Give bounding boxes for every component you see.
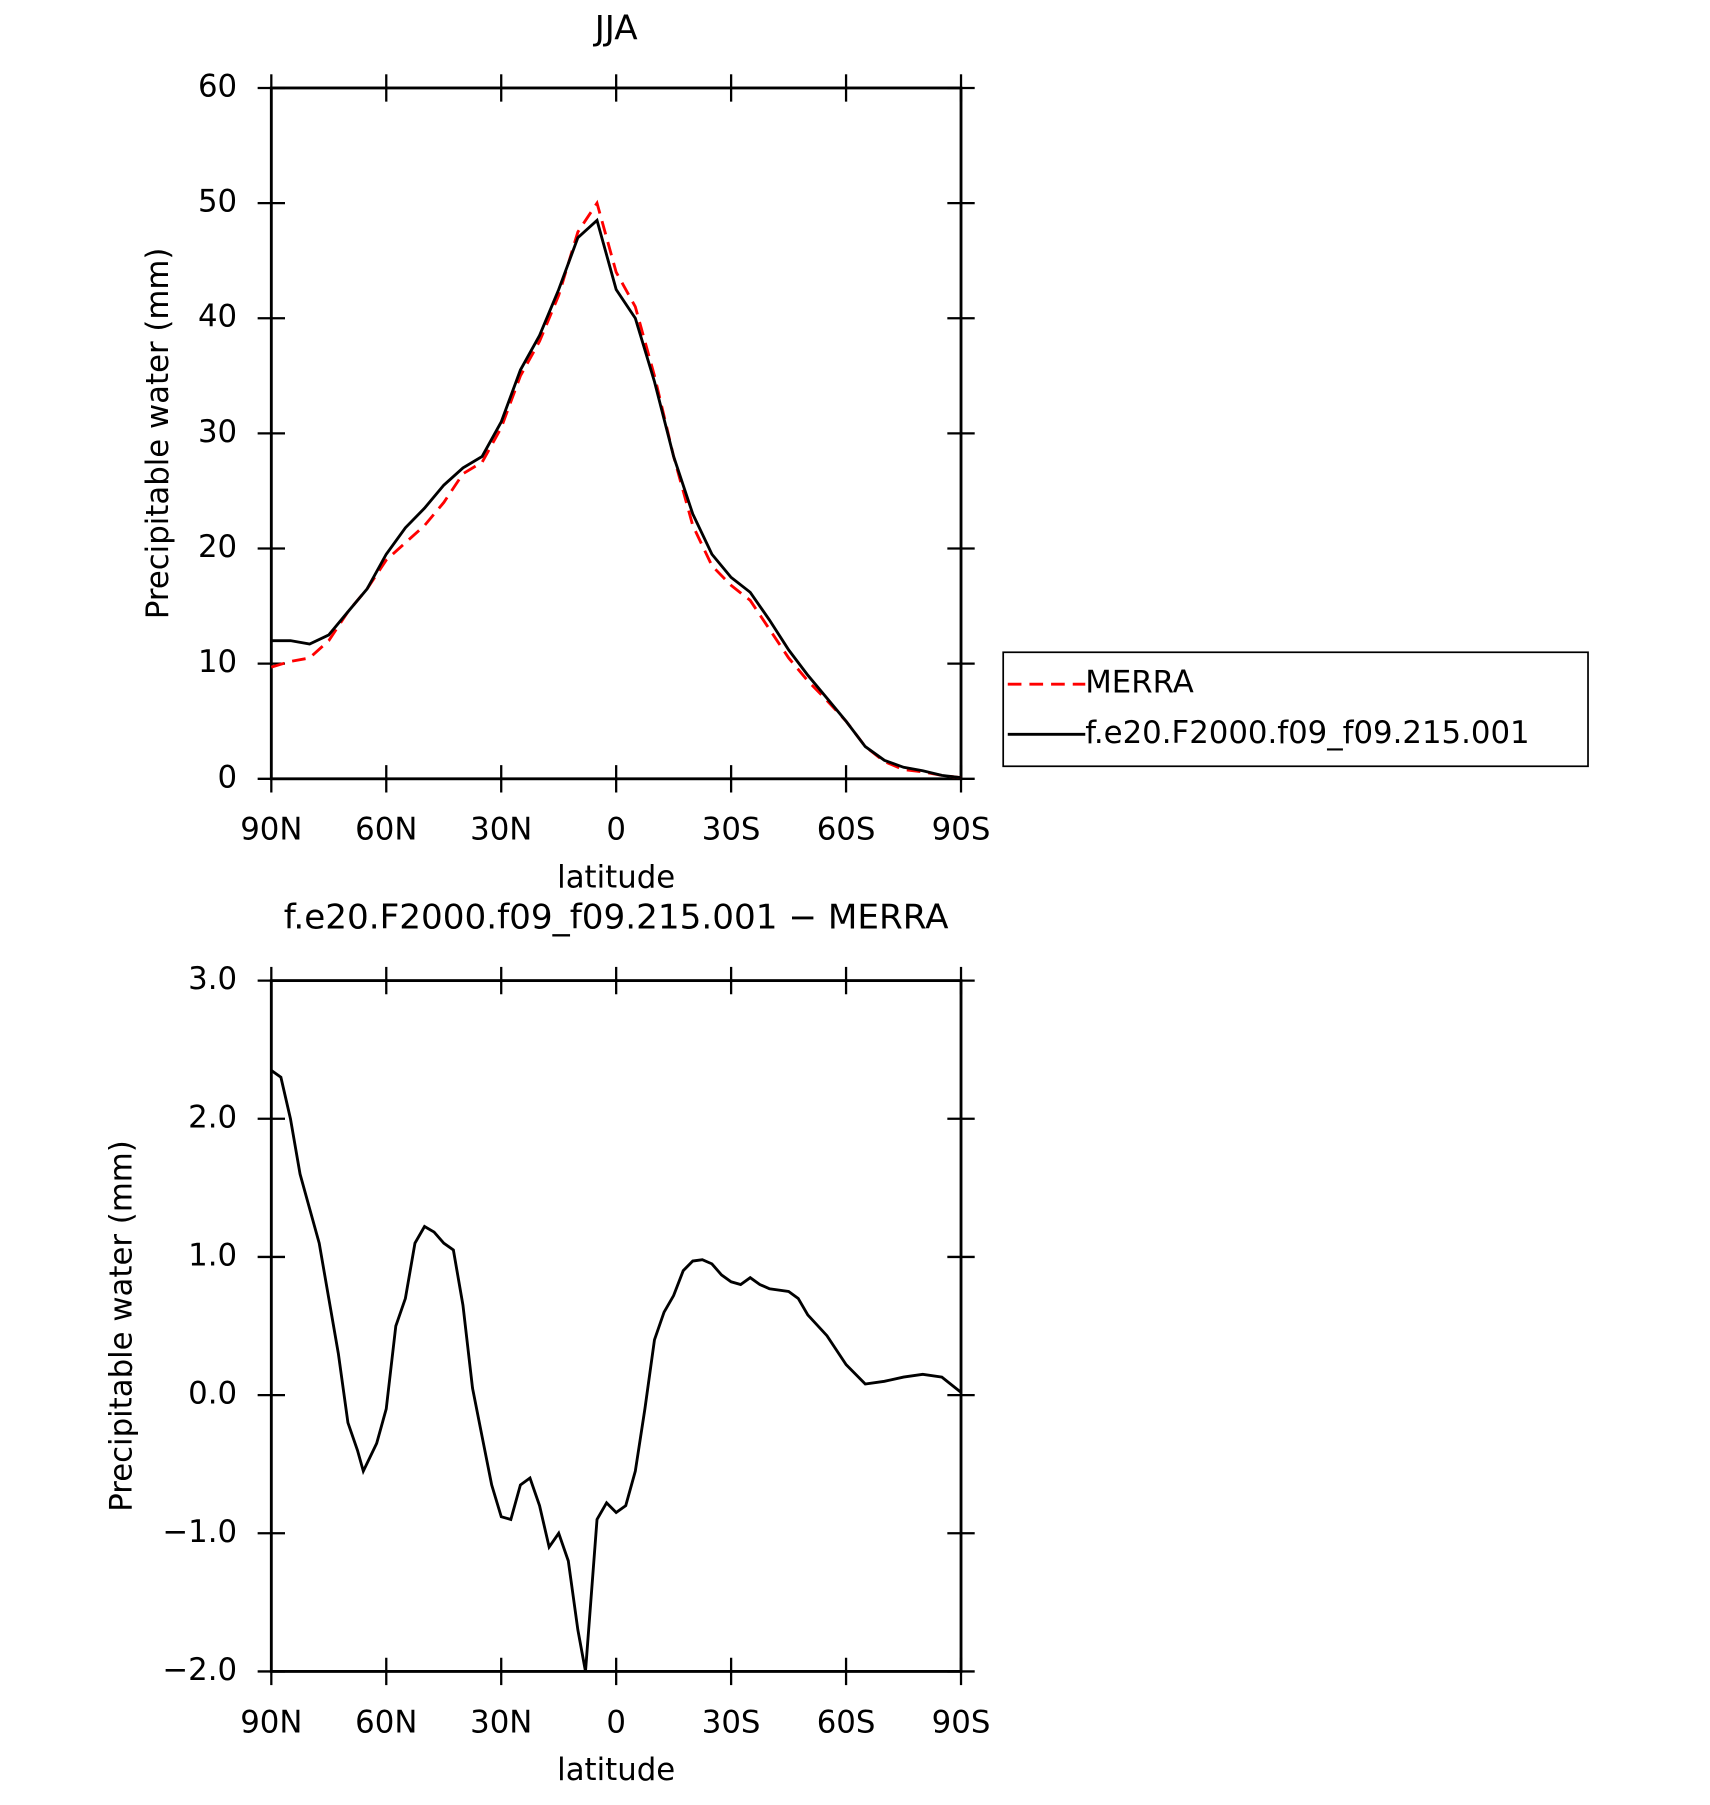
y-tick-label: 2.0 <box>188 1099 237 1135</box>
x-tick-label: 90S <box>932 812 991 848</box>
y-tick-label: 0.0 <box>188 1376 237 1412</box>
y-tick-label: 30 <box>198 414 237 450</box>
x-tick-label: 30N <box>470 1704 532 1740</box>
y-tick-label: 20 <box>198 529 237 565</box>
x-tick-label: 30S <box>702 812 761 848</box>
x-tick-label: 60N <box>355 812 417 848</box>
x-tick-label: 90N <box>240 812 302 848</box>
y-tick-label: −2.0 <box>162 1652 237 1688</box>
legend-box <box>1002 651 1589 768</box>
y-tick-label: −1.0 <box>162 1514 237 1550</box>
y-tick-label: 1.0 <box>188 1237 237 1273</box>
y-tick-label: 50 <box>198 184 237 220</box>
plot-frame <box>269 979 963 1673</box>
x-tick-label: 0 <box>606 1704 626 1740</box>
x-tick-label: 30S <box>702 1704 761 1740</box>
x-axis-label: latitude <box>557 860 675 896</box>
x-tick-label: 90S <box>932 1704 991 1740</box>
data-line <box>271 217 962 780</box>
plot-frame <box>269 86 963 781</box>
data-line <box>270 1069 962 1672</box>
y-tick-label: 3.0 <box>188 961 237 997</box>
y-axis-label: Precipitable water (mm) <box>104 1140 140 1512</box>
chart-title: JJA <box>593 8 639 48</box>
chart-title: f.e20.F2000.f09_f09.215.001 − MERRA <box>284 898 949 938</box>
y-tick-label: 40 <box>198 299 237 335</box>
x-tick-label: 60S <box>817 1704 876 1740</box>
x-axis-label: latitude <box>557 1752 675 1788</box>
y-tick-label: 60 <box>198 68 237 104</box>
y-tick-label: 0 <box>218 759 238 795</box>
y-axis-label: Precipitable water (mm) <box>140 248 176 620</box>
x-tick-label: 60N <box>355 1704 417 1740</box>
x-tick-label: 90N <box>240 1704 302 1740</box>
legend-label: f.e20.F2000.f09_f09.215.001 <box>1085 715 1529 751</box>
x-tick-label: 60S <box>817 812 876 848</box>
legend-label: MERRA <box>1085 665 1194 701</box>
x-tick-label: 0 <box>606 812 626 848</box>
y-tick-label: 10 <box>198 644 237 680</box>
x-tick-label: 30N <box>470 812 532 848</box>
